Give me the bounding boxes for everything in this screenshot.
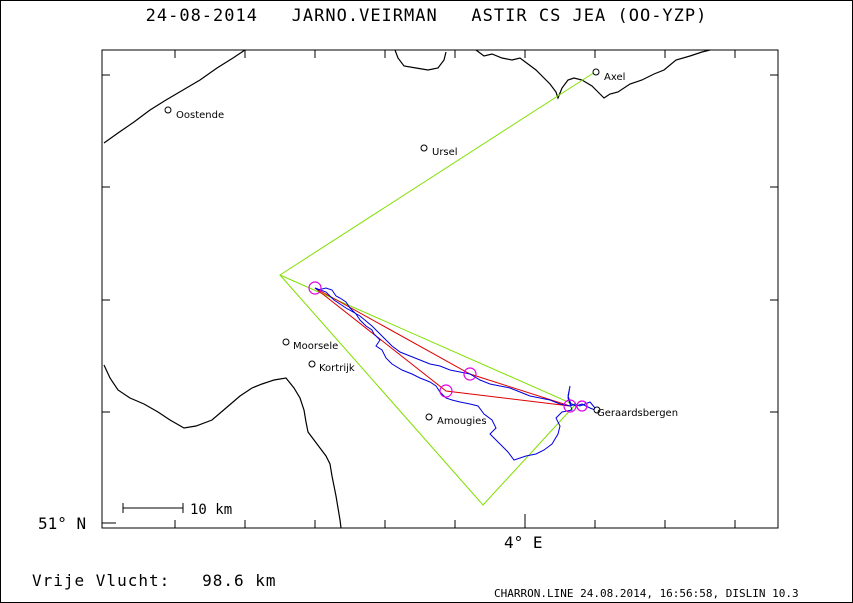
city-label-amougies: Amougies — [437, 416, 487, 427]
city-markers — [164, 68, 601, 421]
borders — [103, 49, 711, 529]
footer-info: CHARRON.LINE 24.08.2014, 16:56:58, DISLI… — [494, 587, 799, 600]
axis-ticks — [102, 50, 778, 528]
city-marker-geraardsbergen — [593, 406, 601, 414]
city-marker-amougies — [425, 413, 433, 421]
city-marker-ursel — [420, 144, 428, 152]
city-labels: Oostende Ursel Axel Moorsele Kortrijk Am… — [176, 72, 678, 427]
city-marker-moorsele — [282, 338, 290, 346]
city-label-geraardsbergen: Geraardsbergen — [597, 408, 678, 419]
city-label-ursel: Ursel — [432, 147, 458, 158]
turnpoint-5 — [576, 400, 588, 412]
turnpoint-3 — [563, 399, 577, 413]
french-border — [103, 364, 342, 529]
city-marker-kortrijk — [308, 360, 316, 368]
city-label-kortrijk: Kortrijk — [319, 363, 355, 374]
turnpoint-1 — [308, 281, 322, 295]
task-triangle — [278, 71, 596, 506]
plot-area — [101, 49, 779, 529]
scale-bar — [122, 503, 184, 513]
scale-label: 10 km — [190, 502, 232, 518]
turnpoint-4 — [439, 384, 453, 398]
flight-title: 24-08-2014 JARNO.VEIRMAN ASTIR CS JEA (O… — [145, 6, 708, 26]
turnpoint-2 — [463, 367, 477, 381]
free-flight-distance: Vrije Vlucht: 98.6 km — [32, 571, 277, 590]
city-marker-oostende — [164, 106, 172, 114]
city-label-oostende: Oostende — [176, 110, 224, 121]
longitude-label: 4° E — [504, 533, 543, 552]
city-label-axel: Axel — [604, 72, 625, 83]
gps-track — [314, 287, 601, 461]
coastline — [103, 49, 246, 144]
city-label-moorsele: Moorsele — [293, 341, 338, 352]
latitude-label: 51° N — [38, 514, 87, 533]
city-marker-axel — [592, 68, 600, 76]
dutch-border — [475, 49, 711, 100]
turnpoints — [308, 281, 588, 413]
scheldt-estuary — [394, 49, 447, 71]
